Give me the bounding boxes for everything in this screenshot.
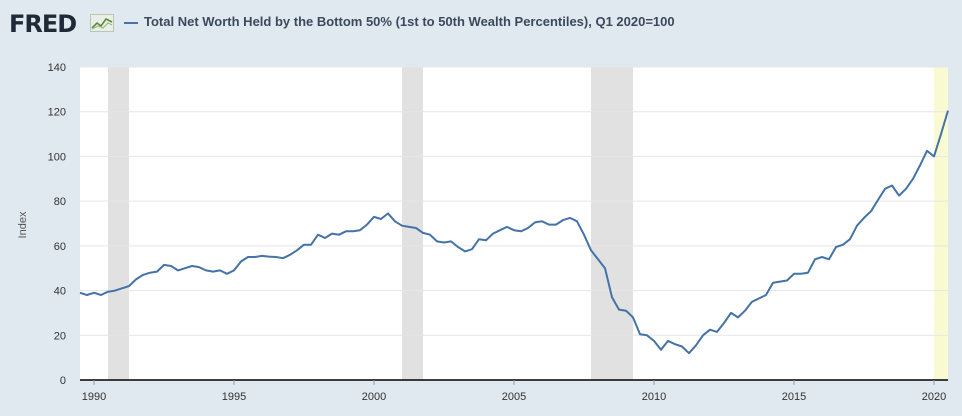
x-tick-label: 2020 [922, 391, 946, 403]
y-tick-label: 140 [48, 62, 66, 74]
series-layer [79, 110, 949, 355]
y-axis-label: Index [17, 211, 29, 238]
legend-swatch [124, 22, 138, 24]
fred-graph-icon [90, 14, 114, 32]
y-tick-label: 40 [54, 286, 66, 298]
x-axis-ticks: 1990 1995 2000 2005 2010 2015 2020 [82, 380, 946, 403]
x-tick-label: 2015 [782, 391, 806, 403]
y-tick-label: 120 [48, 107, 66, 119]
fred-logo[interactable]: FRED [9, 10, 77, 38]
gridlines [80, 66, 948, 336]
y-tick-label: 100 [48, 151, 66, 163]
recession-band [402, 67, 423, 380]
recession-band [591, 67, 633, 380]
recession-band [108, 67, 129, 380]
y-tick-label: 80 [54, 196, 66, 208]
plot-area [80, 67, 948, 380]
x-tick-label: 2005 [502, 391, 526, 403]
y-axis-ticks: 0 20 40 60 80 100 120 140 [48, 62, 66, 387]
series-line [79, 110, 949, 355]
x-tick-label: 2000 [362, 391, 386, 403]
x-tick-label: 2010 [642, 391, 666, 403]
highlight-band [934, 67, 948, 380]
y-tick-label: 20 [54, 330, 66, 342]
chart-title: Total Net Worth Held by the Bottom 50% (… [144, 14, 675, 29]
y-tick-label: 0 [60, 375, 66, 387]
y-tick-label: 60 [54, 241, 66, 253]
chart-header: FRED Total Net Worth Held by the Bottom … [0, 0, 962, 50]
x-tick-label: 1990 [82, 391, 106, 403]
shading-layer [108, 67, 948, 380]
x-tick-label: 1995 [222, 391, 246, 403]
